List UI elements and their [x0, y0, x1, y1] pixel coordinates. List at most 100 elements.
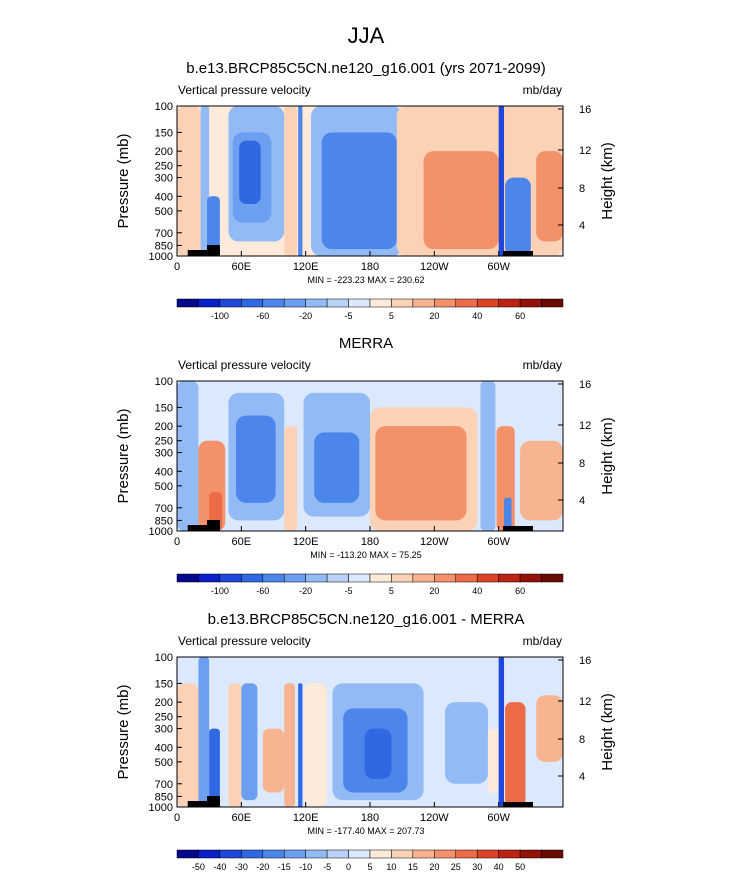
- variable-label: Vertical pressure velocity: [178, 358, 311, 372]
- heatmap-region: [284, 426, 297, 531]
- x-tick-label: 60W: [487, 536, 510, 548]
- panel-2: MERRAVertical pressure velocity mb/day0 60…: [115, 335, 616, 596]
- colorbar-label: -100: [211, 311, 229, 321]
- colorbar-label: -5: [323, 862, 331, 872]
- colorbar-swatch: [370, 574, 391, 582]
- colorbar-swatch: [177, 850, 198, 858]
- colorbar-swatch: [284, 850, 305, 858]
- colorbar-swatch: [263, 850, 284, 858]
- colorbar-label: -60: [256, 311, 269, 321]
- panels: b.e13.BRCP85C5CN.ne120_g16.001 (yrs 2071…: [115, 60, 616, 872]
- colorbar-swatch: [284, 299, 305, 307]
- y-tick-label: 100: [155, 652, 173, 664]
- colorbar-swatch: [306, 574, 327, 582]
- colorbar-label: 20: [429, 586, 439, 596]
- heatmap-region: [488, 729, 499, 793]
- colorbar-swatch: [327, 850, 348, 858]
- terrain-mask: [503, 526, 533, 531]
- colorbar-swatch: [413, 574, 434, 582]
- colorbar-swatch: [198, 574, 219, 582]
- colorbar-swatch: [306, 299, 327, 307]
- colorbar-label: 30: [472, 862, 482, 872]
- units-label: mb/day: [523, 634, 562, 648]
- colorbar-swatch: [220, 850, 241, 858]
- colorbar-swatch: [349, 850, 370, 858]
- y-tick-label: 700: [155, 228, 173, 240]
- x-tick-label: 60E: [232, 536, 252, 548]
- colorbar-swatch: [520, 299, 541, 307]
- y-right-axis-title: Height (km): [599, 417, 616, 495]
- colorbar-label: -5: [345, 311, 353, 321]
- heatmap-region: [198, 657, 209, 807]
- heatmap-region: [177, 106, 201, 256]
- heatmap-region: [236, 416, 276, 503]
- y-tick-label: 400: [155, 742, 173, 754]
- panel-title: MERRA: [339, 335, 393, 352]
- colorbar-label: -100: [211, 586, 229, 596]
- colorbar-label: -40: [213, 862, 226, 872]
- colorbar-label: 40: [472, 311, 482, 321]
- x-tick-label: 60E: [232, 812, 252, 824]
- x-tick-label: 0: [174, 261, 180, 273]
- y-tick-label: 1000: [149, 802, 173, 814]
- colorbar-label: 40: [494, 862, 504, 872]
- colorbar-swatch: [198, 850, 219, 858]
- terrain-mask: [207, 245, 220, 256]
- y-axis-title: Pressure (mb): [115, 133, 132, 228]
- colorbar-swatch: [434, 850, 455, 858]
- y-right-tick-label: 16: [579, 104, 591, 116]
- y-axis-title: Pressure (mb): [115, 684, 132, 779]
- y-tick-label: 150: [155, 678, 173, 690]
- colorbar-label: 60: [515, 586, 525, 596]
- heatmap-region: [239, 141, 260, 204]
- y-right-tick-label: 16: [579, 655, 591, 667]
- x-tick-label: 180: [361, 536, 379, 548]
- figure: JJA b.e13.BRCP85C5CN.ne120_g16.001 (yrs …: [0, 0, 733, 873]
- panel-1: b.e13.BRCP85C5CN.ne120_g16.001 (yrs 2071…: [115, 60, 616, 321]
- heatmap-region: [298, 683, 302, 807]
- colorbar-swatch: [198, 299, 219, 307]
- colorbar-swatch: [413, 299, 434, 307]
- colorbar-label: -20: [299, 311, 312, 321]
- x-tick-label: 60W: [487, 812, 510, 824]
- y-tick-label: 250: [155, 436, 173, 448]
- x-tick-label: 120W: [420, 261, 449, 273]
- heatmap-region: [505, 178, 531, 256]
- heatmap-region: [520, 441, 563, 521]
- colorbar-label: 20: [429, 862, 439, 872]
- colorbar-swatch: [456, 574, 477, 582]
- heatmap-region: [338, 157, 392, 241]
- colorbar-swatch: [349, 299, 370, 307]
- colorbar: -50 -40 -30 -20 -15 -10 -5 0 5 10 15 20 25 30 40 50: [177, 850, 563, 872]
- colorbar-swatch: [241, 850, 262, 858]
- colorbar-label: 5: [389, 586, 394, 596]
- heatmap-region: [314, 432, 359, 503]
- colorbar-label: -15: [278, 862, 291, 872]
- y-tick-label: 1000: [149, 526, 173, 538]
- y-axis-title: Pressure (mb): [115, 408, 132, 503]
- y-right-tick-label: 8: [579, 183, 585, 195]
- colorbar-label: 15: [408, 862, 418, 872]
- colorbar-swatch: [391, 299, 412, 307]
- colorbar-label: 5: [389, 311, 394, 321]
- colorbar-swatch: [413, 850, 434, 858]
- heatmap-region: [365, 729, 392, 779]
- colorbar-label: -50: [192, 862, 205, 872]
- colorbar-label: 10: [386, 862, 396, 872]
- y-tick-label: 250: [155, 712, 173, 724]
- y-tick-label: 500: [155, 757, 173, 769]
- y-right-axis-title: Height (km): [599, 142, 616, 220]
- y-tick-label: 100: [155, 101, 173, 113]
- min-max-stats: MIN = -177.40 MAX = 207.73: [307, 826, 424, 836]
- colorbar-swatch: [542, 850, 563, 858]
- heatmap-region: [536, 151, 563, 241]
- heatmap-region: [499, 657, 504, 807]
- y-right-tick-label: 12: [579, 696, 591, 708]
- x-tick-label: 120E: [293, 812, 319, 824]
- colorbar-swatch: [327, 574, 348, 582]
- terrain-mask: [207, 796, 220, 807]
- colorbar-swatch: [370, 850, 391, 858]
- colorbar-swatch: [456, 850, 477, 858]
- colorbar-swatch: [520, 574, 541, 582]
- colorbar-swatch: [284, 574, 305, 582]
